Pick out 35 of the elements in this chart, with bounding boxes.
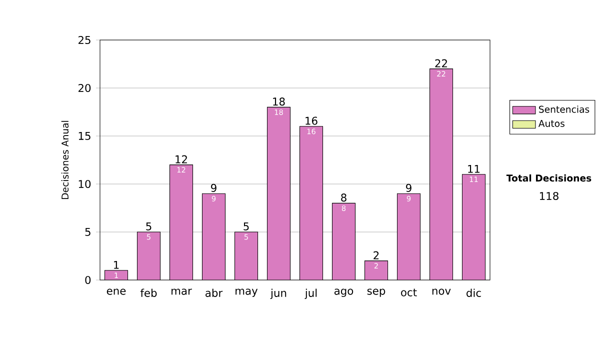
x-tick-label: dic [466,288,481,297]
x-tick-label: ago [334,288,354,297]
x-tick-label: nov [432,288,451,295]
total-label: 9 [211,184,216,192]
total-label: 5 [146,222,152,230]
x-tick-label: sep [367,288,386,297]
y-tick-label: 0 [85,276,91,284]
y-tick-label: 10 [78,180,91,188]
x-tick-label: may [236,288,258,297]
x-tick-label: abr [206,288,223,297]
total-label: 5 [244,222,249,230]
x-tick-label: jul [304,288,317,300]
x-tick-label: feb [140,288,157,297]
legend-label: Sentencias [539,106,590,113]
total-label: 12 [176,155,187,164]
x-tick-label: oct [401,288,417,296]
total-label: 16 [306,116,318,125]
total-label: 18 [273,98,285,106]
y-tick-label: 15 [78,132,90,140]
text: 118 [540,192,558,200]
total-label: 2 [374,251,379,260]
x-tick-label: jun [270,288,286,300]
total-label: 1 [114,261,119,269]
y-tick-label: 20 [78,84,91,92]
text: Total Decisiones [506,174,592,182]
y-tick-label: 5 [85,228,90,236]
total-label: 22 [435,59,447,68]
total-label: 9 [406,184,412,192]
total-label: 8 [341,194,346,202]
y-axis-title: Decisiones Anual [61,120,69,199]
x-tick-label: mar [172,288,192,295]
legend-label: Autos [538,120,564,127]
x-tick-label: ene [106,288,126,295]
y-tick-label: 25 [78,36,90,44]
total-label: 11 [468,165,480,173]
